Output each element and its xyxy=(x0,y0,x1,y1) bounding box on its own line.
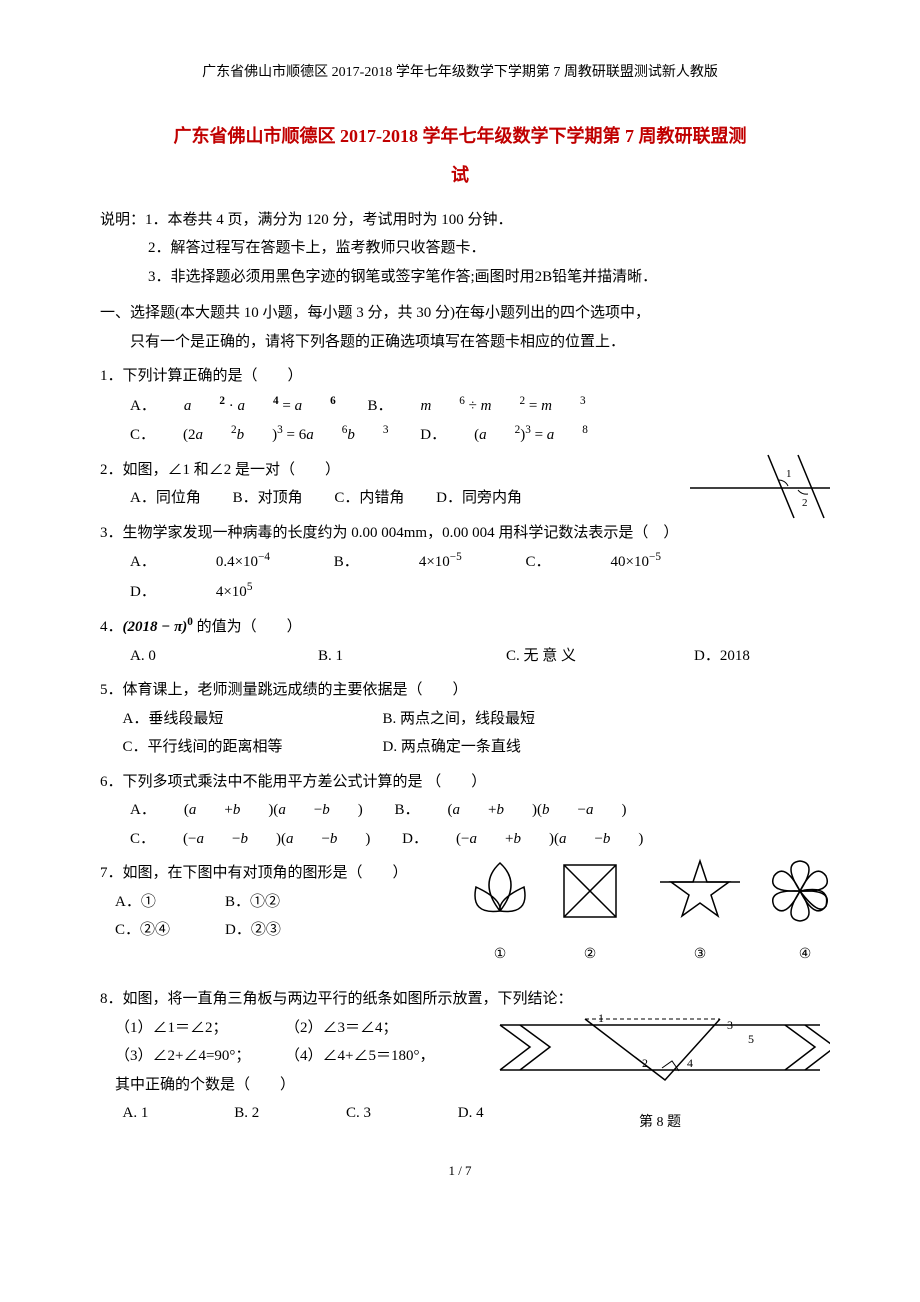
q3-options: A．0.4×10−4 B．4×10−5 C．40×10−5 D．4×105 xyxy=(100,547,820,606)
q2-opt-b: B．对顶角 xyxy=(233,484,303,513)
q3-opt-d: D．4×105 xyxy=(130,577,252,607)
q5-opt-c: C．平行线间的距离相等 xyxy=(123,733,383,762)
instr-3: 3．非选择题必须用黑色字迹的钢笔或签字笔作答;画图时用2B铅笔并描清晰． xyxy=(100,263,820,292)
q1-opt-a: A．a2 · a4 = a6 xyxy=(130,391,336,421)
instr-2: 2．解答过程写在答题卡上，监考教师只收答题卡． xyxy=(100,234,820,263)
svg-text:3: 3 xyxy=(727,1018,733,1032)
q6-opt-b: B．(a+b)(b−a) xyxy=(395,796,627,825)
section-1-head-b: 只有一个是正确的，请将下列各题的正确选项填写在答题卡相应的位置上． xyxy=(100,328,820,357)
question-6: 6．下列多项式乘法中不能用平方差公式计算的是 （ ） A．(a+b)(a−b) … xyxy=(100,768,820,854)
q1-opt-d: D．(a2)3 = a8 xyxy=(420,420,588,450)
q8-r4: （4）∠4+∠5＝180°， xyxy=(285,1048,434,1064)
question-3: 3．生物学家发现一种病毒的长度约为 0.00 004mm，0.00 004 用科… xyxy=(100,519,820,607)
q8-r2: （2）∠3＝∠4； xyxy=(285,1020,398,1036)
question-8: 8．如图，将一直角三角板与两边平行的纸条如图所示放置，下列结论： （1）∠1＝∠… xyxy=(100,985,820,1135)
q7-label-2: ② xyxy=(540,942,640,969)
q2-opt-a: A．同位角 xyxy=(130,484,201,513)
q1-options: A．a2 · a4 = a6 B．m6 ÷ m2 = m3 C．(2a2b)3 … xyxy=(100,391,820,450)
page-header: 广东省佛山市顺德区 2017-2018 学年七年级数学下学期第 7 周教研联盟测… xyxy=(100,60,820,87)
q8-opt-c: C. 3 xyxy=(346,1099,426,1128)
q1-opt-b: B．m6 ÷ m2 = m3 xyxy=(367,391,585,421)
q6-opt-a: A．(a+b)(a−b) xyxy=(130,796,363,825)
svg-text:2: 2 xyxy=(802,497,808,509)
question-4: 4．(2018 − π)0 的值为（ ） A. 0 B. 1 C. 无 意 义 … xyxy=(100,612,820,670)
q3-opt-a: A．0.4×10−4 xyxy=(130,547,270,577)
question-2: 2．如图，∠1 和∠2 是一对（ ） A．同位角 B．对顶角 C．内错角 D．同… xyxy=(100,456,820,513)
q7-opt-c: C．②④ xyxy=(115,916,225,945)
q4-options: A. 0 B. 1 C. 无 意 义 D．2018 xyxy=(100,642,820,671)
q2-opt-d: D．同旁内角 xyxy=(436,484,522,513)
svg-text:5: 5 xyxy=(748,1032,754,1046)
q8-opt-b: B. 2 xyxy=(234,1099,314,1128)
q7-opt-b: B．①② xyxy=(225,888,485,917)
q8-opt-d: D. 4 xyxy=(458,1099,484,1128)
svg-text:2: 2 xyxy=(642,1056,648,1070)
q7-label-1: ① xyxy=(460,942,540,969)
q3-opt-c: C．40×10−5 xyxy=(526,547,661,577)
q3-opt-b: B．4×10−5 xyxy=(334,547,462,577)
q8-figure: 1 3 5 2 4 第 8 题 xyxy=(490,1005,830,1136)
q6-opt-c: C．(−a−b)(a−b) xyxy=(130,825,370,854)
q8-opt-a: A. 1 xyxy=(123,1099,203,1128)
svg-text:1: 1 xyxy=(598,1011,604,1025)
q8-r3: （3）∠2+∠4=90°； xyxy=(115,1042,285,1071)
q6-options: A．(a+b)(a−b) B．(a+b)(b−a) C．(−a−b)(a−b) … xyxy=(100,796,820,853)
q8-caption: 第 8 题 xyxy=(490,1110,830,1137)
q5-opt-a: A．垂线段最短 xyxy=(123,705,383,734)
page-footer: 1 / 7 xyxy=(100,1159,820,1184)
q5-opt-d: D. 两点确定一条直线 xyxy=(383,733,643,762)
q5-options: A．垂线段最短 B. 两点之间，线段最短 C．平行线间的距离相等 D. 两点确定… xyxy=(100,705,820,762)
q7-opt-d: D．②③ xyxy=(225,916,485,945)
svg-text:4: 4 xyxy=(687,1056,693,1070)
title-line-2: 试 xyxy=(100,156,820,196)
q1-opt-c: C．(2a2b)3 = 6a6b3 xyxy=(130,420,388,450)
doc-title: 广东省佛山市顺德区 2017-2018 学年七年级数学下学期第 7 周教研联盟测… xyxy=(100,117,820,196)
question-1: 1．下列计算正确的是（ ） A．a2 · a4 = a6 B．m6 ÷ m2 =… xyxy=(100,362,820,450)
q7-opt-a: A．① xyxy=(115,888,225,917)
section-1-head-a: 一、选择题(本大题共 10 小题，每小题 3 分，共 30 分)在每小题列出的四… xyxy=(100,299,820,328)
q7-label-4: ④ xyxy=(760,942,850,969)
q2-figure: 1 2 xyxy=(690,450,830,520)
instr-1: 说明：1．本卷共 4 页，满分为 120 分，考试用时为 100 分钟． xyxy=(100,206,820,235)
q5-stem: 5．体育课上，老师测量跳远成绩的主要依据是（ ） xyxy=(100,676,820,705)
q4-stem: 4．(2018 − π)0 的值为（ ） xyxy=(100,612,820,642)
q8-r1: （1）∠1＝∠2； xyxy=(115,1014,285,1043)
instructions: 说明：1．本卷共 4 页，满分为 120 分，考试用时为 100 分钟． 2．解… xyxy=(100,206,820,292)
q4-opt-b: B. 1 xyxy=(318,642,478,671)
q5-opt-b: B. 两点之间，线段最短 xyxy=(383,705,643,734)
q6-stem: 6．下列多项式乘法中不能用平方差公式计算的是 （ ） xyxy=(100,768,820,797)
svg-text:1: 1 xyxy=(786,468,792,480)
q2-opt-c: C．内错角 xyxy=(334,484,404,513)
q4-opt-c: C. 无 意 义 xyxy=(506,642,666,671)
q4-opt-a: A. 0 xyxy=(130,642,290,671)
q1-stem: 1．下列计算正确的是（ ） xyxy=(100,362,820,391)
q3-stem: 3．生物学家发现一种病毒的长度约为 0.00 004mm，0.00 004 用科… xyxy=(100,519,820,548)
question-7: 7．如图，在下图中有对顶角的图形是（ ） A．① B．①② C．②④ D．②③ xyxy=(100,859,820,979)
title-line-1: 广东省佛山市顺德区 2017-2018 学年七年级数学下学期第 7 周教研联盟测 xyxy=(100,117,820,157)
q7-figure: ① ② ③ ④ xyxy=(460,851,850,968)
q7-label-3: ③ xyxy=(640,942,760,969)
q6-opt-d: D．(−a+b)(a−b) xyxy=(402,825,643,854)
q4-opt-d: D．2018 xyxy=(694,642,750,671)
question-5: 5．体育课上，老师测量跳远成绩的主要依据是（ ） A．垂线段最短 B. 两点之间… xyxy=(100,676,820,762)
